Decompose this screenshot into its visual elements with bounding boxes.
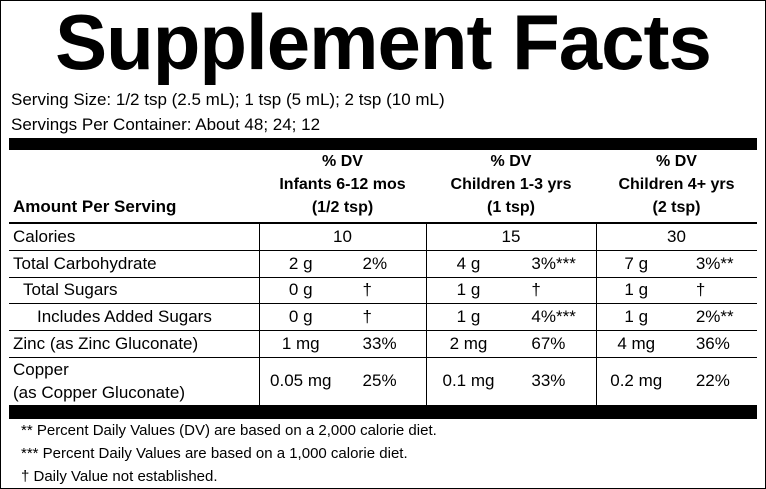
thick-rule (9, 138, 757, 150)
percent-dv: † (362, 280, 372, 299)
footnote: † Daily Value not established. (21, 468, 218, 485)
column-dv: % DV (656, 153, 697, 170)
row-rule (9, 277, 757, 278)
row-sublabel: (as Copper Gluconate) (13, 383, 185, 402)
percent-dv: 33% (531, 371, 566, 390)
amount: 15 (501, 227, 521, 246)
amount: 0 g (288, 280, 313, 299)
row-rule (9, 303, 757, 304)
column-dv: % DV (322, 153, 363, 170)
amount: 7 g (624, 253, 649, 273)
amount: 4 g (456, 253, 481, 273)
amount: 0.2 mg (610, 371, 663, 390)
column-rule (259, 224, 260, 405)
amount: 0 g (288, 306, 313, 326)
amount: 10 (333, 227, 352, 246)
amount: 1 g (456, 280, 481, 299)
column-group: Infants 6-12 mos (279, 176, 406, 193)
percent-dv: 25% (362, 371, 397, 390)
percent-dv: 3%** (695, 253, 734, 273)
footnote: *** Percent Daily Values are based on a … (21, 445, 408, 462)
amount: 4 mg (617, 333, 656, 353)
percent-dv: 2% (362, 253, 388, 273)
row-label: Copper (13, 360, 69, 379)
percent-dv: † (362, 306, 372, 326)
title: Supplement Facts (55, 0, 712, 86)
column-dv: % DV (490, 153, 532, 170)
amount: 2 g (288, 253, 313, 273)
amount: 1 g (624, 306, 649, 326)
column-group: Children 1-3 yrs (450, 176, 572, 193)
row-label: Calories (13, 227, 76, 246)
column-serving: (1 tsp) (487, 199, 535, 216)
row-label: Total Sugars (23, 280, 118, 299)
percent-dv: † (531, 280, 541, 299)
percent-dv: 4%*** (531, 306, 576, 326)
amount-header: Amount Per Serving (13, 197, 177, 216)
row-label: Includes Added Sugars (37, 306, 212, 326)
column-rule (596, 224, 597, 405)
amount: 0.05 mg (270, 371, 332, 390)
amount: 2 mg (449, 333, 488, 353)
amount: 1 mg (281, 333, 320, 353)
percent-dv: 2%** (695, 306, 734, 326)
servings-per-container: Servings Per Container: About 48; 24; 12 (11, 115, 321, 134)
row-label: Total Carbohydrate (13, 253, 157, 273)
row-rule (9, 357, 757, 358)
serving-size: Serving Size: 1/2 tsp (2.5 mL); 1 tsp (5… (11, 90, 445, 109)
thick-rule (9, 405, 757, 419)
row-label: Zinc (as Zinc Gluconate) (13, 333, 199, 353)
amount: 1 g (624, 280, 649, 299)
percent-dv: 3%*** (531, 253, 576, 273)
amount: 0.1 mg (442, 371, 495, 390)
percent-dv: 33% (362, 333, 397, 353)
header-rule (9, 222, 757, 224)
column-group: Children 4+ yrs (618, 176, 735, 193)
column-rule (426, 224, 427, 405)
percent-dv: † (695, 280, 706, 299)
amount: 1 g (456, 306, 481, 326)
column-serving: (1/2 tsp) (311, 199, 374, 216)
amount: 30 (667, 227, 686, 246)
footnote: ** Percent Daily Values (DV) are based o… (21, 422, 437, 439)
percent-dv: 36% (695, 333, 730, 353)
row-rule (9, 250, 757, 251)
row-rule (9, 330, 757, 331)
column-serving: (2 tsp) (652, 199, 701, 216)
percent-dv: 22% (695, 371, 730, 390)
percent-dv: 67% (531, 333, 566, 353)
